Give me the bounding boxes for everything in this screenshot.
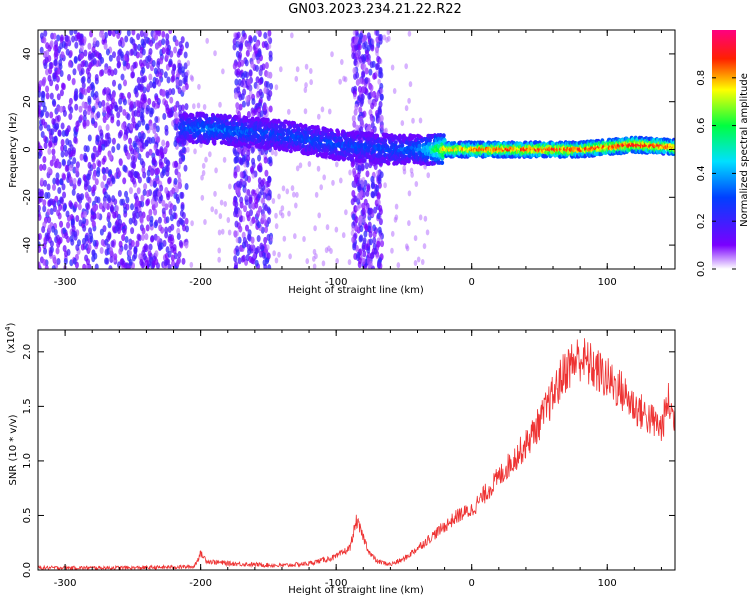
snr-x-tick-label: 0 <box>469 578 475 589</box>
snr-x-tick-label: -100 <box>325 578 348 589</box>
colorbar-tick-label: 0.0 <box>696 261 707 277</box>
snr-x-tick-label: 100 <box>598 578 617 589</box>
spectrogram-x-tick-label: -300 <box>54 277 77 288</box>
colorbar-label: Normalized spectral amplitude <box>739 73 750 227</box>
spectrogram-x-tick-label: -100 <box>325 277 348 288</box>
spectrogram-y-tick-label: 20 <box>22 95 33 108</box>
snr-panel: -300 -200 -100 0 100 0.0 0.5 1.0 1.5 2.0 Height o… <box>4 322 676 596</box>
spectrogram-y-tick-label: -20 <box>22 189 33 205</box>
spectrogram-y-label: Frequency (Hz) <box>8 112 19 188</box>
spectrogram-x-tick-label: 0 <box>469 277 475 288</box>
snr-y-multiplier: (x104) <box>4 322 17 353</box>
colorbar-tick-label: 0.4 <box>696 165 707 181</box>
snr-y-tick-label: 0.0 <box>22 562 33 578</box>
snr-frame <box>37 329 676 571</box>
spectrogram-heatmap <box>38 30 675 269</box>
colorbar: 0.0 0.2 0.4 0.6 0.8 Normalized spectral ampl… <box>696 30 750 277</box>
snr-x-label: Height of straight line (km) <box>288 585 424 596</box>
spectrogram-x-tick-label: 100 <box>598 277 617 288</box>
colorbar-tick-label: 0.2 <box>696 213 707 229</box>
snr-line-area <box>38 338 675 570</box>
colorbar-tick-label: 0.6 <box>696 118 707 134</box>
snr-y-tick-label: 1.5 <box>22 398 33 414</box>
snr-y-label: SNR (10 * v/v) <box>8 414 19 485</box>
spectrogram-x-label: Height of straight line (km) <box>288 285 424 296</box>
spectrogram-y-tick-label: 40 <box>22 48 33 61</box>
chart-title: GN03.2023.234.21.22.R22 <box>288 2 462 17</box>
snr-x-tick-label: -200 <box>189 578 212 589</box>
colorbar-tick-label: 0.8 <box>696 70 707 86</box>
spectrogram-y-tick-label: 0 <box>22 146 33 152</box>
spectrogram-y-tick-label: -40 <box>22 237 33 253</box>
colorbar-gradient <box>712 30 736 269</box>
snr-y-tick-label: 0.5 <box>22 508 33 524</box>
spectrogram-x-tick-label: -200 <box>189 277 212 288</box>
snr-series-line <box>38 338 675 570</box>
snr-x-tick-label: -300 <box>54 578 77 589</box>
snr-y-tick-label: 2.0 <box>22 344 33 360</box>
snr-y-tick-label: 1.0 <box>22 453 33 469</box>
